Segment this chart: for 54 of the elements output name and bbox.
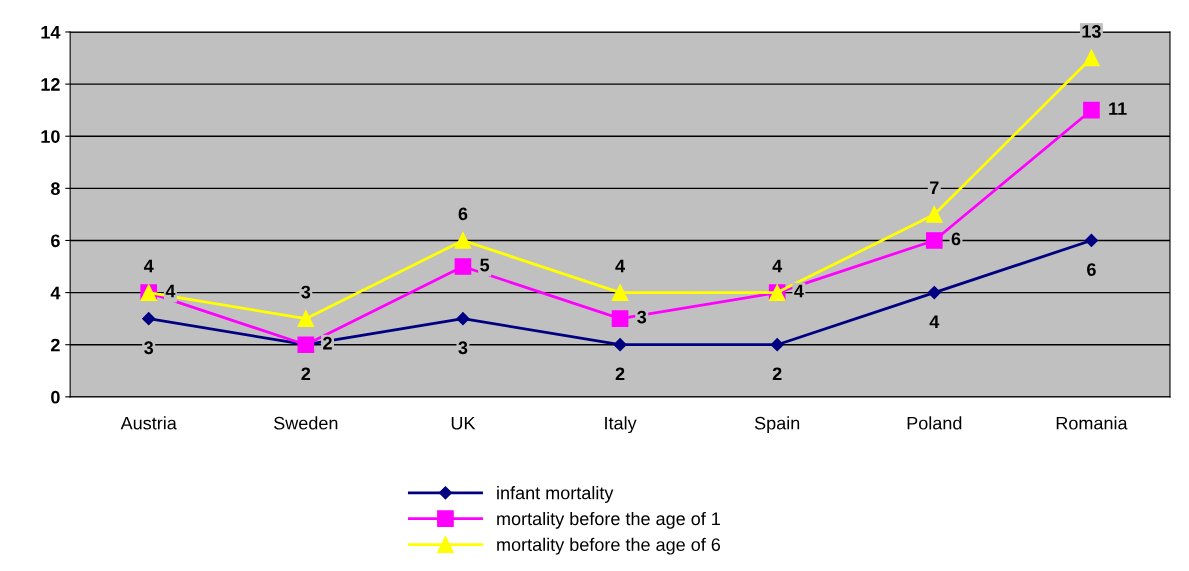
y-tick-label: 6	[51, 234, 60, 248]
x-tick-label: Austria	[120, 416, 177, 430]
data-label: 6	[951, 232, 961, 246]
data-label: 3	[144, 341, 154, 355]
data-label: 3	[458, 341, 468, 355]
data-label: 7	[930, 181, 939, 194]
data-label: 4	[794, 284, 804, 298]
y-tick-label: 0	[51, 390, 60, 404]
x-tick-label: Romania	[1056, 416, 1128, 430]
y-tick-label: 2	[51, 338, 60, 352]
y-tick-label: 4	[50, 286, 61, 300]
data-label: 13	[1082, 25, 1101, 38]
data-label: 4	[165, 284, 176, 298]
point	[613, 338, 627, 352]
point	[927, 286, 941, 300]
data-label: 3	[637, 310, 647, 324]
point	[611, 310, 629, 327]
data-label: 2	[301, 367, 311, 381]
point	[1084, 233, 1099, 248]
y-tick-label: 10	[41, 130, 60, 143]
x-tick-label: Poland	[907, 416, 962, 430]
point	[611, 284, 629, 301]
x-tick-label: Sweden	[274, 416, 338, 430]
data-label: 5	[480, 258, 490, 272]
data-label: 4	[615, 259, 625, 273]
y-tick-label: 8	[50, 182, 60, 196]
point	[297, 310, 315, 327]
point	[1083, 49, 1100, 67]
y-tick-label: 12	[41, 78, 60, 91]
point	[142, 312, 156, 326]
x-tick-label: Spain	[754, 416, 800, 434]
data-label: 4	[772, 259, 783, 273]
data-label: 6	[1087, 263, 1096, 276]
data-label: 11	[1109, 102, 1127, 115]
legend-label: infant mortality	[497, 486, 614, 503]
data-label: 2	[323, 336, 332, 350]
point	[770, 338, 784, 352]
point	[454, 232, 472, 249]
point	[925, 232, 943, 249]
data-label: 3	[301, 285, 311, 299]
point	[925, 206, 943, 223]
data-label: 6	[458, 207, 468, 221]
point	[1083, 101, 1100, 119]
x-tick-label: Italy	[605, 416, 637, 434]
point	[456, 312, 470, 326]
x-tick-label: UK	[451, 416, 476, 430]
data-label: 2	[615, 367, 625, 381]
point	[454, 258, 472, 275]
data-label: 2	[772, 367, 782, 381]
legend-label: mortality before the age of 1	[497, 511, 720, 529]
data-label: 4	[143, 259, 154, 273]
y-tick-label: 14	[41, 26, 61, 39]
data-label: 4	[929, 315, 940, 328]
legend-label: mortality before the age of 6	[497, 537, 721, 555]
